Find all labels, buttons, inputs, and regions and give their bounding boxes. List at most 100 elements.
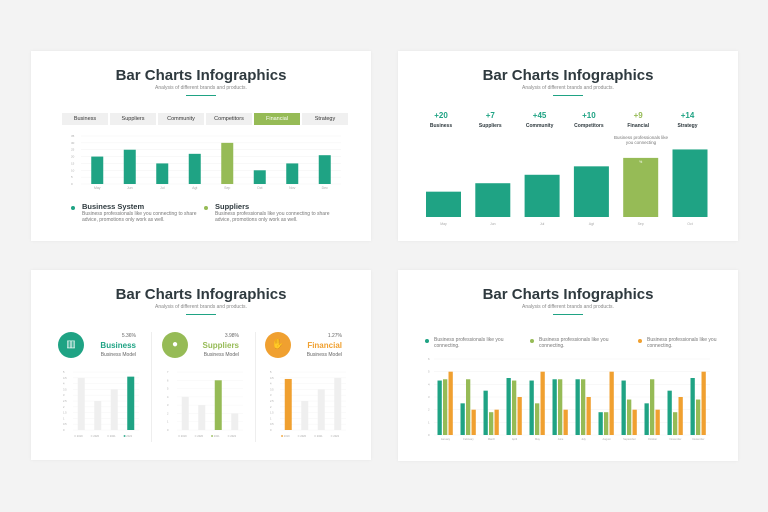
bar-june-series-2: [558, 379, 563, 435]
bar-july-series-3: [586, 397, 591, 435]
bar-december-series-1: [690, 378, 695, 435]
slide-subtitle: Analysis of different brands and product…: [522, 304, 614, 310]
legend-marker: [227, 435, 230, 437]
tab-community[interactable]: Community: [158, 113, 204, 125]
bar-june-series-1: [552, 379, 557, 435]
bar-september-series-3: [632, 409, 637, 435]
slide-grouped-chart: Bar Charts Infographics Analysis of diff…: [398, 270, 738, 461]
legend-marker: [123, 435, 126, 437]
legend-marker: [90, 435, 93, 437]
bar-chart-growth: May Jun Jul Agt% Sep Oct: [426, 149, 708, 226]
bar-2020: [301, 401, 309, 430]
slide-subtitle: Analysis of different brands and product…: [155, 304, 247, 310]
x-tick-label: 2019: [181, 434, 187, 438]
tab-strategy[interactable]: Strategy: [302, 113, 348, 125]
bar-november-series-1: [667, 390, 672, 435]
bar-jul: [524, 174, 560, 217]
y-tick-label: 25: [71, 148, 75, 152]
y-tick-label: 2: [270, 405, 272, 409]
stat-financial: +9 Financial: [608, 111, 668, 129]
x-tick-label: 2019: [77, 434, 83, 438]
legend-item: Business professionals like you connecti…: [434, 337, 504, 349]
bar-2019: [284, 378, 292, 430]
bar-june-series-3: [563, 409, 568, 435]
legend-item: Business professionals like you connecti…: [539, 337, 609, 349]
legend-marker: [194, 435, 197, 437]
bar-2022: [231, 413, 239, 430]
legend-dot: [71, 206, 75, 210]
legend-title: Business System: [82, 202, 145, 211]
stat-community: +45 Community: [510, 111, 570, 129]
x-tick-label: Oct: [257, 186, 262, 190]
bar-chart-monthly: 0 5 10 15 20 25 30 35 May Jun Jul Agt Sep Oct Nov Dec: [71, 134, 341, 190]
y-tick-label: 4.5: [270, 376, 274, 380]
y-tick-label: 0: [167, 428, 169, 432]
x-tick-label: Sep: [638, 222, 644, 226]
legend-marker: [314, 435, 316, 437]
bar-chart-suppliers: 0 1 2 3 4 5 6 7 2019 2020 2021 2022: [167, 370, 243, 438]
slide-growth-chart: Bar Charts Infographics Analysis of diff…: [398, 51, 738, 241]
bar-2020: [94, 401, 102, 430]
bar-august-series-1: [598, 412, 603, 435]
y-tick-label: 0.5: [63, 422, 67, 426]
y-tick-label: 3: [270, 393, 272, 397]
y-tick-label: 5: [63, 370, 65, 374]
bar-may: [426, 191, 461, 217]
bar-2022: [127, 376, 135, 430]
x-tick-label: March: [488, 437, 496, 441]
stat-value: +45: [532, 111, 547, 120]
slide-subtitle: Analysis of different brands and product…: [522, 85, 614, 91]
y-tick-label: 3: [428, 395, 430, 399]
tab-suppliers[interactable]: Suppliers: [110, 113, 156, 125]
y-tick-label: 1: [63, 416, 65, 420]
financial-note: Business professionals like you connecti…: [613, 135, 669, 145]
legend-marker: [297, 435, 300, 437]
bar-october-series-2: [650, 379, 655, 435]
bar-may-series-1: [529, 380, 534, 435]
legend-suppliers: Suppliers Business professionals like you…: [215, 202, 335, 223]
bar-march-series-2: [489, 412, 494, 435]
y-tick-label: 1: [428, 420, 430, 424]
tab-competitors[interactable]: Competitors: [206, 113, 252, 125]
x-tick-label: May: [535, 437, 541, 441]
bar-january-series-1: [437, 380, 442, 435]
stat-competitors: +10 Competitors: [559, 111, 619, 129]
bar-agt: [188, 153, 201, 184]
bar-2019: [181, 396, 189, 430]
panel-model: Business Model: [306, 352, 342, 358]
chart-icon: ▥: [58, 332, 84, 358]
bar-january-series-3: [448, 371, 453, 435]
y-tick-label: 0: [71, 182, 73, 186]
tab-financial[interactable]: Financial: [254, 113, 300, 125]
panel-percent: 5.36%: [121, 333, 136, 339]
stat-value: +14: [680, 111, 695, 120]
tab-bar: Business Suppliers Community Competitors…: [62, 113, 348, 125]
title-underline: [553, 95, 583, 96]
stat-label: Community: [525, 123, 554, 129]
bar-february-series-1: [460, 403, 465, 435]
legend-marker: [330, 435, 333, 437]
bar-april-series-3: [517, 397, 522, 435]
x-tick-label: 2019: [284, 434, 290, 438]
slide-title: Bar Charts Infographics: [115, 67, 287, 84]
x-tick-label: 2021: [110, 434, 116, 438]
title-underline: [186, 95, 216, 96]
slide-title: Bar Charts Infographics: [482, 67, 654, 84]
y-tick-label: 3: [167, 403, 169, 407]
panel-financial: 1.27% Financial Business Model: [282, 333, 342, 358]
legend-marker: [178, 435, 180, 437]
y-tick-label: 6: [167, 378, 169, 382]
y-tick-label: 1: [270, 416, 272, 420]
bar-2019: [77, 377, 85, 430]
slide-title: Bar Charts Infographics: [482, 286, 654, 303]
bar-march-series-3: [494, 409, 499, 435]
y-tick-label: 1.5: [63, 411, 67, 415]
bar-january-series-2: [443, 379, 448, 435]
legend-text: Business professionals like you connecti…: [82, 211, 197, 223]
y-tick-label: 5: [270, 370, 272, 374]
tab-business[interactable]: Business: [62, 113, 108, 125]
stat-label: Suppliers: [478, 123, 502, 129]
y-tick-label: 15: [71, 161, 75, 165]
y-tick-label: 2.5: [270, 399, 274, 403]
x-tick-label: July: [581, 437, 586, 441]
